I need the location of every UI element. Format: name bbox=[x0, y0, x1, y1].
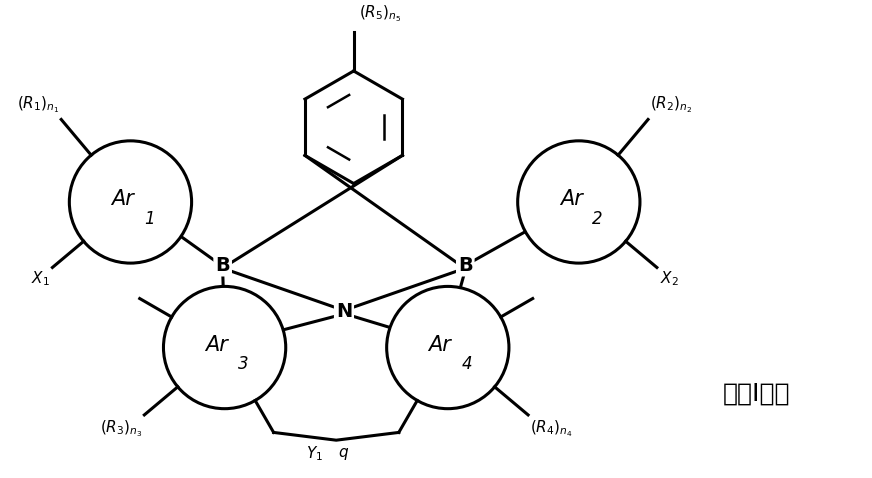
Text: $X_1$: $X_1$ bbox=[31, 270, 50, 288]
Text: 式（I）；: 式（I）； bbox=[723, 381, 790, 405]
Text: 3: 3 bbox=[238, 355, 249, 373]
Text: Ar: Ar bbox=[112, 189, 134, 209]
Text: $Y_1$: $Y_1$ bbox=[305, 444, 323, 463]
Text: B: B bbox=[215, 256, 230, 274]
Text: $(R_3)_{n_3}$: $(R_3)_{n_3}$ bbox=[99, 419, 142, 439]
Text: $q$: $q$ bbox=[338, 446, 350, 462]
Text: N: N bbox=[336, 302, 352, 321]
Text: Ar: Ar bbox=[429, 335, 452, 355]
Text: Ar: Ar bbox=[560, 189, 582, 209]
Text: $(R_5)_{n_5}$: $(R_5)_{n_5}$ bbox=[358, 4, 401, 24]
Text: $X_2$: $X_2$ bbox=[660, 270, 678, 288]
Text: 1: 1 bbox=[144, 210, 154, 228]
Text: $(R_1)_{n_1}$: $(R_1)_{n_1}$ bbox=[17, 94, 59, 115]
Text: $(R_2)_{n_2}$: $(R_2)_{n_2}$ bbox=[650, 94, 692, 115]
Text: B: B bbox=[458, 256, 473, 274]
Text: Ar: Ar bbox=[206, 335, 228, 355]
Text: $(R_4)_{n_4}$: $(R_4)_{n_4}$ bbox=[530, 419, 573, 439]
Text: 2: 2 bbox=[592, 210, 603, 228]
Text: 4: 4 bbox=[461, 355, 472, 373]
